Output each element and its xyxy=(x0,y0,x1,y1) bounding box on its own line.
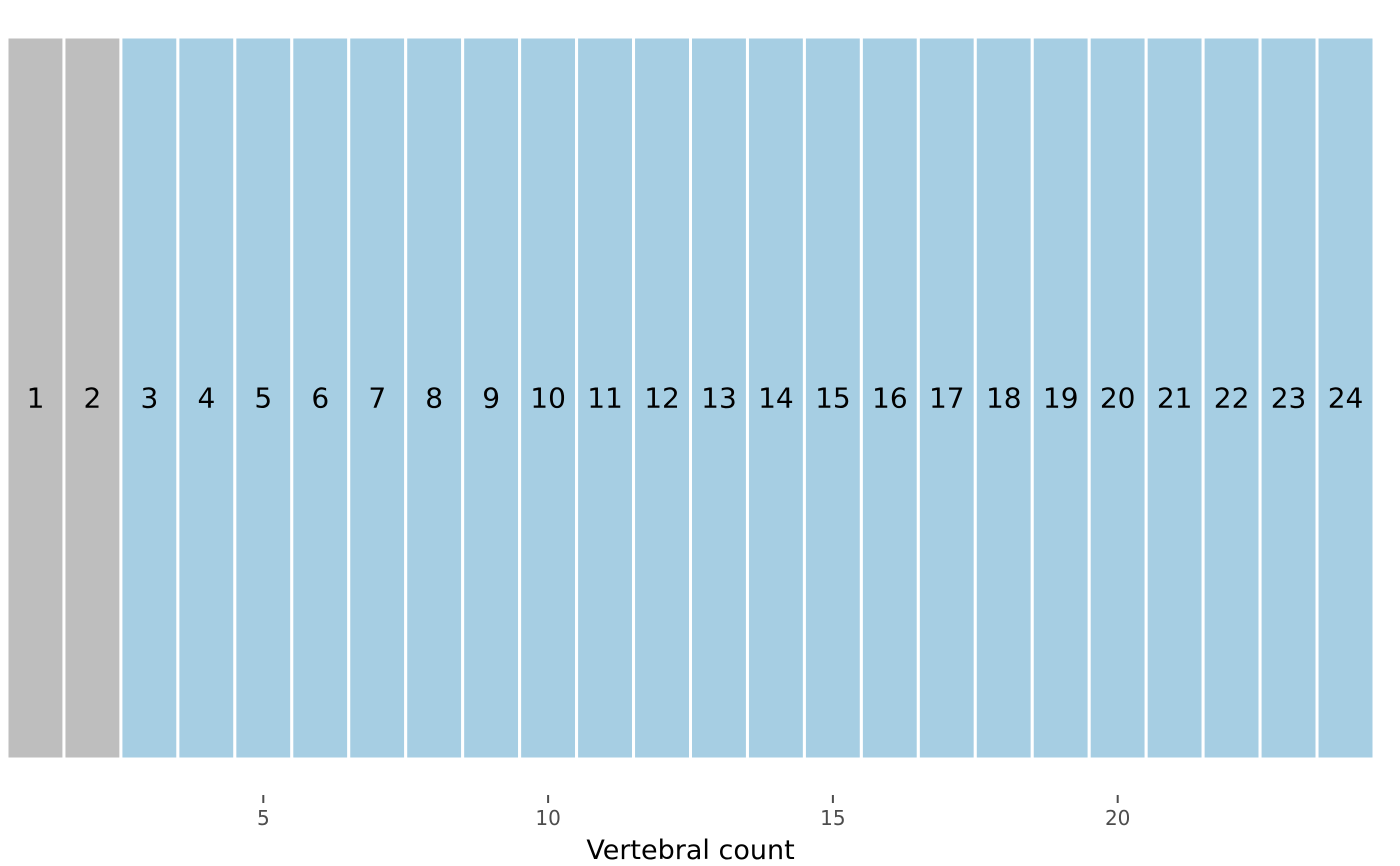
cell-16 xyxy=(859,35,920,761)
cell-labels-group: 1 2 3 4 5 6 7 8 9 10 11 12 13 14 15 16 17 18 19 20 21 22 23 24 xyxy=(27,382,1364,415)
cell-label-8: 8 xyxy=(425,382,443,415)
x-tick-label-15: 15 xyxy=(820,806,845,830)
cell-12 xyxy=(632,35,693,761)
cell-10 xyxy=(518,35,579,761)
cell-1 xyxy=(5,35,66,761)
cells-group xyxy=(5,35,1376,761)
x-axis-ticks: 5 10 15 20 xyxy=(257,795,1130,830)
cell-7 xyxy=(347,35,408,761)
x-tick-label-20: 20 xyxy=(1105,806,1130,830)
cell-8 xyxy=(404,35,465,761)
cell-24 xyxy=(1315,35,1376,761)
cell-label-20: 20 xyxy=(1100,382,1136,415)
cell-3 xyxy=(119,35,180,761)
cell-label-6: 6 xyxy=(311,382,329,415)
cell-2 xyxy=(62,35,123,761)
cell-label-4: 4 xyxy=(197,382,215,415)
x-tick-label-5: 5 xyxy=(257,806,270,830)
cell-label-13: 13 xyxy=(701,382,737,415)
cell-13 xyxy=(689,35,749,761)
cell-label-2: 2 xyxy=(84,382,102,415)
cell-19 xyxy=(1030,35,1091,761)
cell-9 xyxy=(461,35,522,761)
x-tick-label-10: 10 xyxy=(535,806,560,830)
cell-20 xyxy=(1087,35,1148,761)
cell-label-18: 18 xyxy=(986,382,1022,415)
cell-label-7: 7 xyxy=(368,382,386,415)
cell-label-15: 15 xyxy=(815,382,851,415)
cell-17 xyxy=(916,35,977,761)
cell-label-12: 12 xyxy=(644,382,680,415)
cell-label-17: 17 xyxy=(929,382,965,415)
cell-label-11: 11 xyxy=(587,382,623,415)
cell-label-5: 5 xyxy=(254,382,272,415)
cell-label-3: 3 xyxy=(140,382,158,415)
cell-22 xyxy=(1201,35,1262,761)
cell-label-1: 1 xyxy=(27,382,45,415)
cell-label-22: 22 xyxy=(1214,382,1250,415)
cell-label-19: 19 xyxy=(1043,382,1079,415)
cell-18 xyxy=(973,35,1034,761)
cell-label-10: 10 xyxy=(530,382,566,415)
cell-label-16: 16 xyxy=(872,382,908,415)
cell-23 xyxy=(1258,35,1319,761)
cell-14 xyxy=(745,35,806,761)
cell-6 xyxy=(290,35,351,761)
cell-label-23: 23 xyxy=(1271,382,1307,415)
cell-label-24: 24 xyxy=(1328,382,1364,415)
cell-label-14: 14 xyxy=(758,382,794,415)
cell-label-21: 21 xyxy=(1157,382,1193,415)
cell-21 xyxy=(1144,35,1205,761)
x-axis-title: Vertebral count xyxy=(586,835,794,866)
cell-label-9: 9 xyxy=(482,382,500,415)
cell-5 xyxy=(233,35,294,761)
